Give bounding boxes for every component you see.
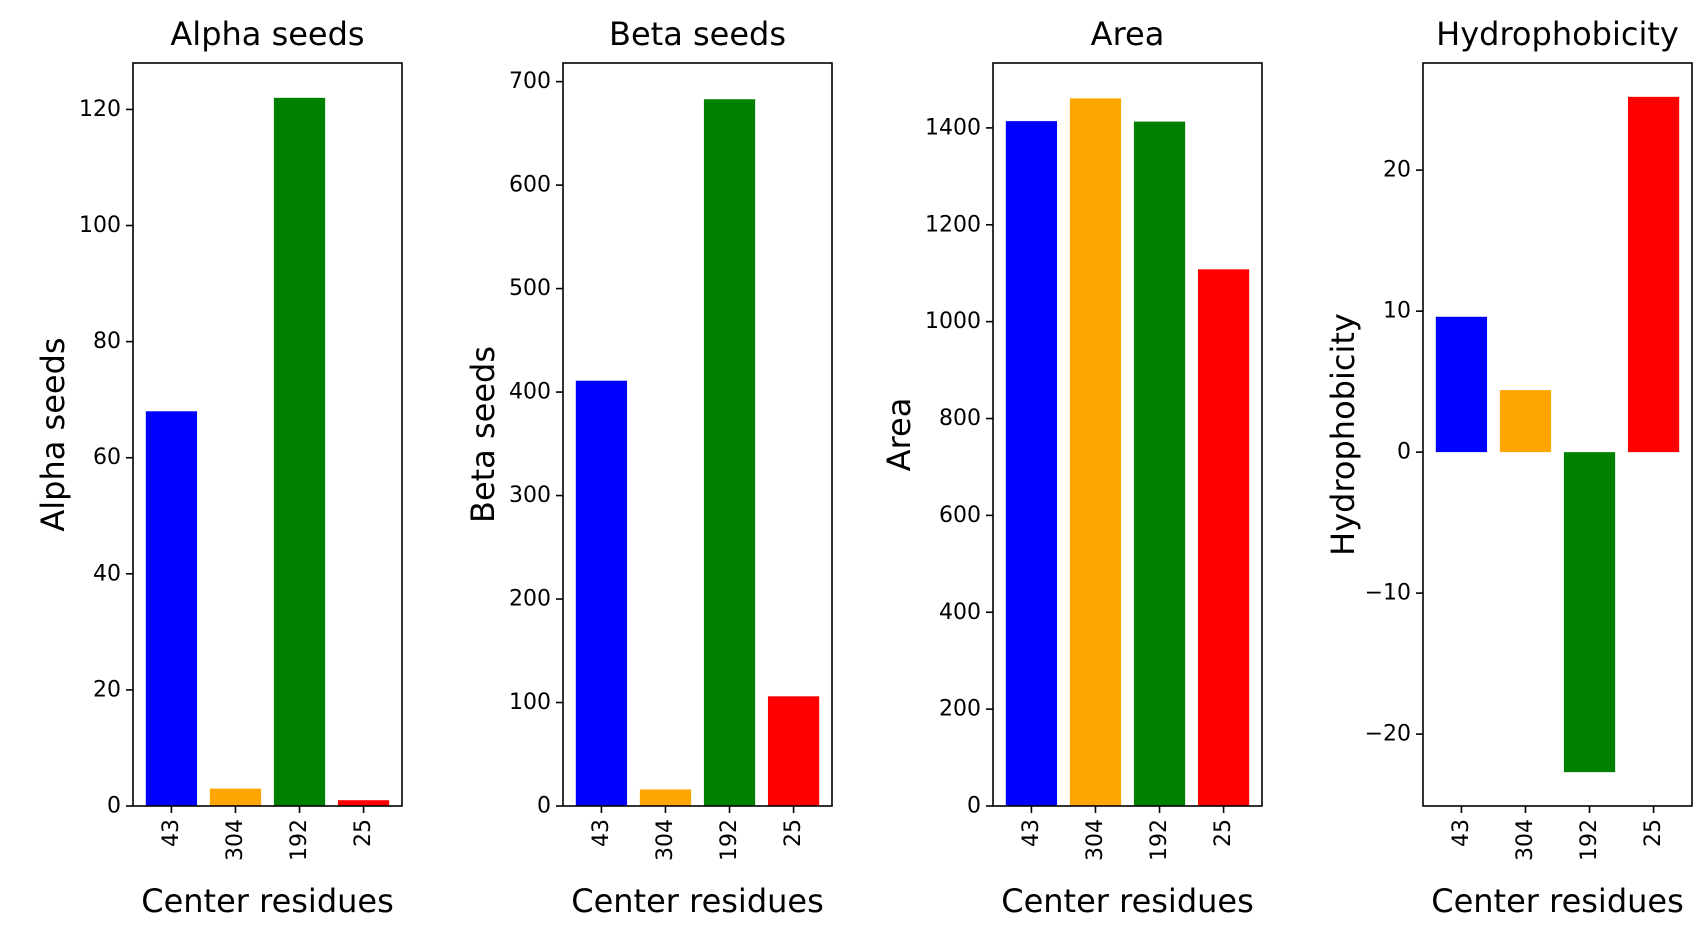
plot-frame <box>1422 62 1693 807</box>
x-tick-label: 43 <box>589 819 614 847</box>
y-tick-label: 40 <box>93 561 121 586</box>
y-tick-label: 200 <box>509 587 551 612</box>
y-tick-label: 20 <box>93 677 121 702</box>
x-tick-label: 43 <box>159 819 184 847</box>
y-tick-label: 300 <box>509 483 551 508</box>
bar-43 <box>145 411 198 806</box>
y-tick-label: 200 <box>939 697 981 722</box>
y-tick-label: −20 <box>1365 722 1411 747</box>
y-tick-label: 1000 <box>925 309 981 334</box>
y-tick-label: 800 <box>939 406 981 431</box>
bar-192 <box>703 99 756 807</box>
x-tick-label: 304 <box>653 819 678 861</box>
bar-192 <box>1133 121 1186 807</box>
chart-title: Hydrophobicity <box>1436 15 1679 53</box>
chart-panel-1: 0 20 40 60 80 100 120 43 304 192 25 Alpha seeds Cent… <box>34 15 403 920</box>
bar-25 <box>1197 269 1250 807</box>
y-tick-label: 1200 <box>925 212 981 237</box>
x-tick-label: 192 <box>717 819 742 861</box>
bar-192 <box>273 97 326 806</box>
y-tick-label: 600 <box>509 173 551 198</box>
x-tick-label: 304 <box>1083 819 1108 861</box>
x-axis-label: Center residues <box>571 882 824 920</box>
chart-title: Alpha seeds <box>170 15 364 53</box>
y-axis-label: Alpha seeds <box>34 337 72 531</box>
y-tick-label: 20 <box>1383 158 1411 183</box>
chart-panel-2: 0 100 200 300 400 500 600 700 43 304 192 25 Beta see… <box>464 15 833 920</box>
bar-43 <box>575 380 628 806</box>
x-tick-label: 25 <box>781 819 806 847</box>
x-axis-label: Center residues <box>141 882 394 920</box>
bar-304 <box>209 788 262 806</box>
chart-panel-3: 0 200 400 600 800 1000 1200 1400 43 304 192 25 Area C… <box>880 15 1263 920</box>
chart-title: Beta seeds <box>609 15 786 53</box>
bar-304 <box>1069 98 1122 807</box>
y-tick-label: 80 <box>93 329 121 354</box>
x-axis-label: Center residues <box>1431 882 1684 920</box>
x-tick-label: 25 <box>1211 819 1236 847</box>
y-tick-label: 100 <box>79 213 121 238</box>
y-tick-label: 120 <box>79 97 121 122</box>
x-tick-label: 25 <box>1641 819 1666 847</box>
bar-25 <box>337 800 390 806</box>
bar-43 <box>1005 121 1058 807</box>
y-tick-label: 0 <box>537 794 551 819</box>
y-tick-label: 600 <box>939 503 981 528</box>
y-axis-label: Hydrophobicity <box>1324 313 1362 556</box>
bar-43 <box>1435 316 1488 453</box>
y-tick-label: 500 <box>509 276 551 301</box>
chart-panel-4: −20 −10 0 10 20 43 304 192 25 Hydrophobicity Cente… <box>1324 15 1693 920</box>
x-tick-label: 43 <box>1019 819 1044 847</box>
y-tick-label: 400 <box>509 380 551 405</box>
y-tick-label: 400 <box>939 600 981 625</box>
x-tick-label: 192 <box>287 819 312 861</box>
y-axis-label: Area <box>880 398 918 472</box>
x-tick-label: 304 <box>1513 819 1538 861</box>
y-tick-label: 60 <box>93 445 121 470</box>
x-tick-label: 25 <box>351 819 376 847</box>
x-axis-label: Center residues <box>1001 882 1254 920</box>
bar-304 <box>1499 390 1552 453</box>
x-tick-label: 192 <box>1577 819 1602 861</box>
bar-25 <box>1627 96 1680 453</box>
plot-frame <box>132 62 403 807</box>
y-axis-label: Beta seeds <box>464 346 502 523</box>
bar-192 <box>1563 452 1616 773</box>
chart-title: Area <box>1091 15 1165 53</box>
y-tick-label: 1400 <box>925 115 981 140</box>
bar-304 <box>639 789 692 806</box>
x-tick-label: 43 <box>1449 819 1474 847</box>
plot-frame <box>992 62 1263 807</box>
bar-25 <box>767 696 820 806</box>
y-tick-label: 10 <box>1383 299 1411 324</box>
x-tick-label: 192 <box>1147 819 1172 861</box>
y-tick-label: −10 <box>1365 581 1411 606</box>
y-tick-label: 700 <box>509 69 551 94</box>
y-tick-label: 0 <box>967 794 981 819</box>
x-tick-label: 304 <box>223 819 248 861</box>
y-tick-label: 0 <box>107 794 121 819</box>
y-tick-label: 0 <box>1397 440 1411 465</box>
plot-frame <box>562 62 833 807</box>
y-tick-label: 100 <box>509 690 551 715</box>
